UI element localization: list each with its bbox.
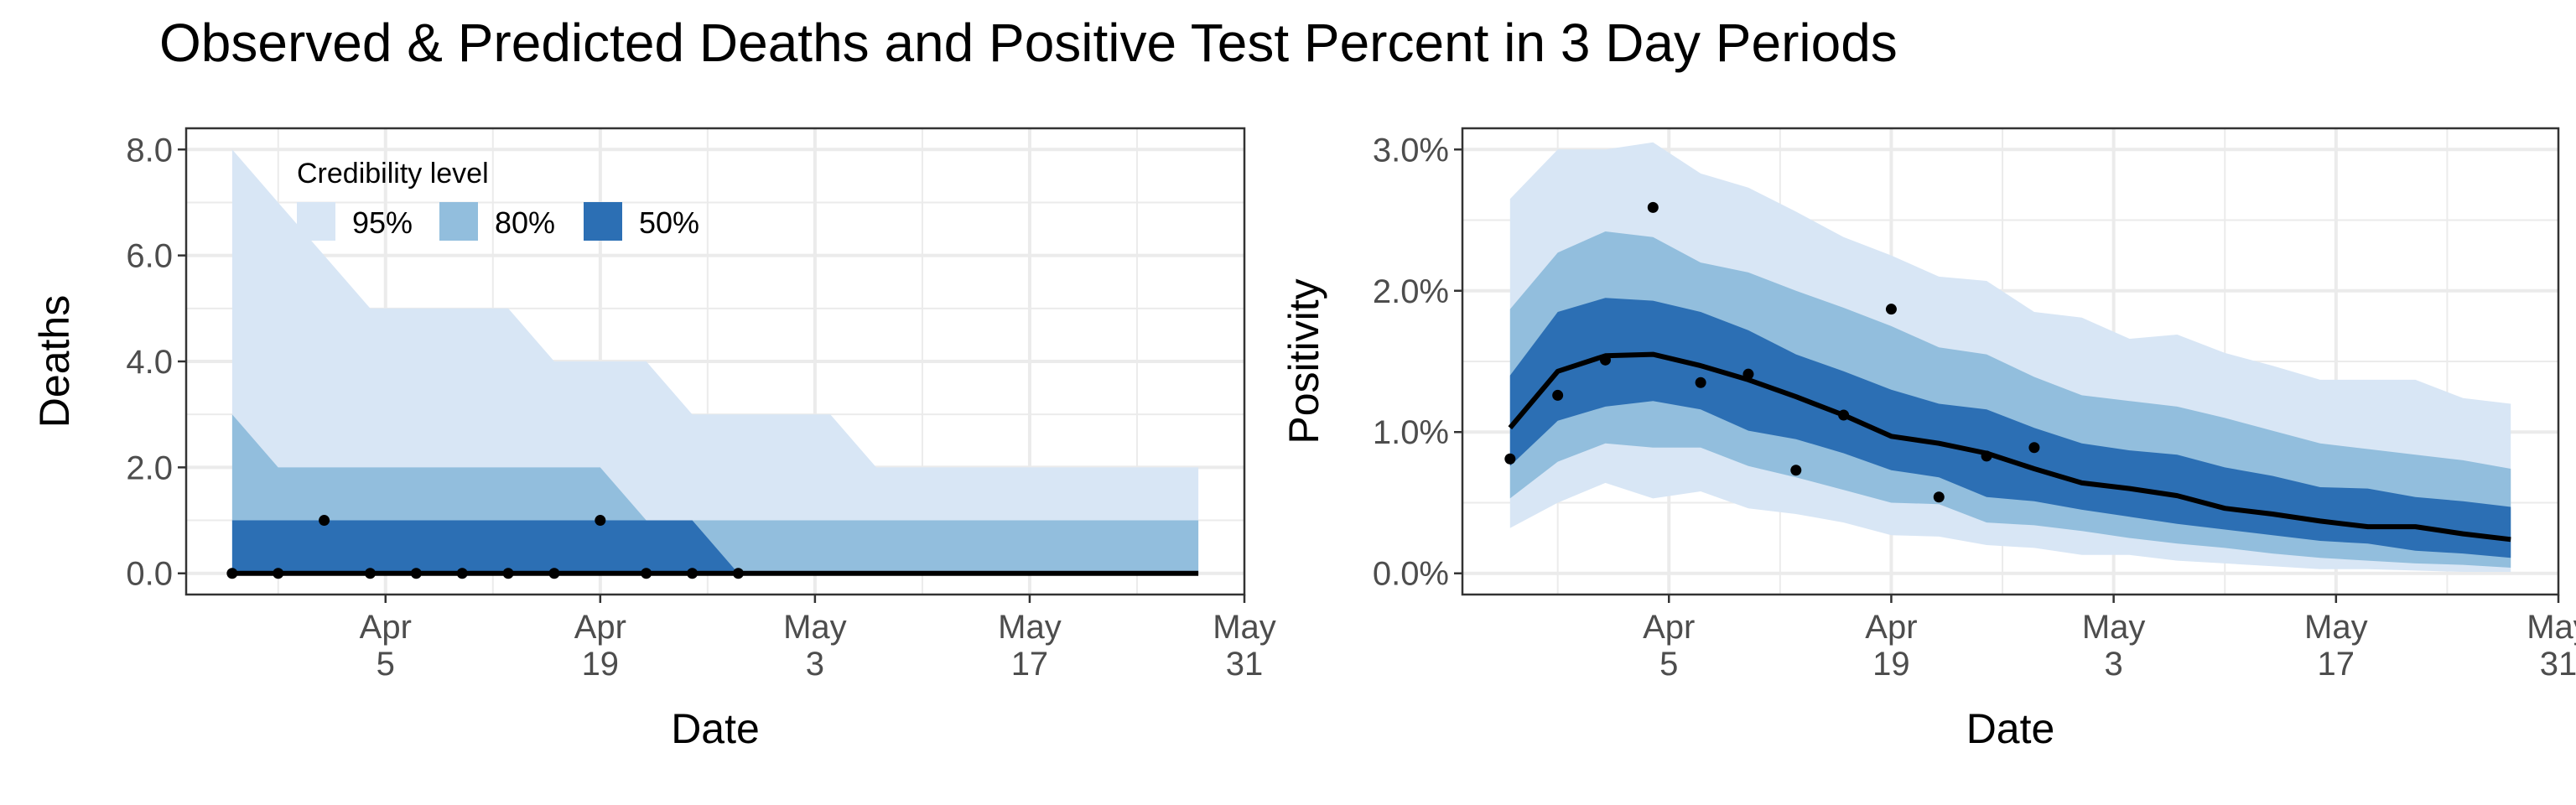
x-tick-label-day: 5 xyxy=(1659,646,1678,683)
panel-border xyxy=(1461,127,2560,596)
x-tick-label-month: May xyxy=(1213,609,1276,646)
observed-point xyxy=(226,568,238,579)
y-tick-label: 0.0 xyxy=(126,556,173,593)
x-tick-label-day: 17 xyxy=(2318,646,2355,683)
y-tick-label: 2.0% xyxy=(1373,273,1449,310)
observed-point xyxy=(364,568,376,579)
x-tick-label-month: May xyxy=(998,609,1062,646)
observed-point xyxy=(595,515,606,527)
x-tick-label-day: 31 xyxy=(1226,646,1264,683)
band-50-area xyxy=(231,520,1199,574)
legend-label: 80% xyxy=(495,205,555,240)
x-tick-label-day: 19 xyxy=(582,646,620,683)
median-line xyxy=(1508,351,2511,543)
x-tick-label-day: 31 xyxy=(2540,646,2576,683)
x-tick-label-month: Apr xyxy=(574,609,626,646)
x-tick-label-month: May xyxy=(2082,609,2146,646)
observed-point xyxy=(1981,450,1992,462)
legend-key-80 xyxy=(439,202,478,241)
observed-point xyxy=(273,568,284,579)
band-50-area xyxy=(1509,298,2511,558)
y-axis-title: Deaths xyxy=(31,295,78,428)
x-tick-label-day: 5 xyxy=(377,646,395,683)
observed-point xyxy=(687,568,699,579)
legend-label: 95% xyxy=(352,205,413,240)
legend-key-95 xyxy=(297,202,335,241)
band-95-area xyxy=(231,149,1199,574)
observed-point xyxy=(1742,368,1754,380)
x-axis-title: Date xyxy=(671,705,760,752)
figure-title: Observed & Predicted Deaths and Positive… xyxy=(159,13,1898,73)
legend-key-50 xyxy=(584,202,622,241)
observed-point xyxy=(319,515,330,527)
legend-label: 50% xyxy=(639,205,699,240)
observed-point xyxy=(548,568,560,579)
observed-point xyxy=(502,568,514,579)
y-tick-label: 6.0 xyxy=(126,238,173,275)
positivity-panel: 0.0%1.0%2.0%3.0%Apr5Apr19May3May17May31D… xyxy=(1280,127,2576,752)
x-tick-label-day: 19 xyxy=(1872,646,1910,683)
observed-point xyxy=(2028,442,2040,454)
x-tick-label-month: May xyxy=(783,609,847,646)
x-axis-title: Date xyxy=(1966,705,2055,752)
x-tick-label-day: 3 xyxy=(2104,646,2122,683)
x-tick-label-month: Apr xyxy=(360,609,412,646)
observed-point xyxy=(732,568,744,579)
x-tick-label-day: 3 xyxy=(806,646,824,683)
legend: Credibility level 95% 80% 50% xyxy=(297,158,699,241)
observed-point xyxy=(1885,304,1897,315)
y-axis-title: Positivity xyxy=(1280,278,1327,444)
legend-title: Credibility level xyxy=(297,158,489,190)
observed-point xyxy=(1695,377,1706,388)
observed-point xyxy=(410,568,422,579)
x-tick-label-day: 17 xyxy=(1011,646,1049,683)
x-tick-label-month: Apr xyxy=(1865,609,1917,646)
y-tick-label: 2.0 xyxy=(126,449,173,486)
y-tick-label: 1.0% xyxy=(1373,414,1449,451)
x-tick-label-month: Apr xyxy=(1643,609,1695,646)
y-tick-label: 4.0 xyxy=(126,344,173,381)
y-tick-label: 8.0 xyxy=(126,132,173,169)
observed-point xyxy=(641,568,652,579)
y-tick-label: 0.0% xyxy=(1373,556,1449,593)
observed-point xyxy=(1838,409,1850,421)
observed-point xyxy=(1933,491,1945,503)
observed-point xyxy=(456,568,468,579)
deaths-panel: 0.02.04.06.08.0Apr5Apr19May3May17May31Da… xyxy=(31,127,1276,752)
y-tick-label: 3.0% xyxy=(1373,132,1449,169)
observed-point xyxy=(1504,453,1516,465)
x-tick-label-month: May xyxy=(2304,609,2368,646)
observed-point xyxy=(1790,465,1802,476)
observed-point xyxy=(1599,354,1611,366)
observed-point xyxy=(1552,389,1564,401)
x-tick-label-month: May xyxy=(2527,609,2576,646)
observed-point xyxy=(1647,201,1659,213)
